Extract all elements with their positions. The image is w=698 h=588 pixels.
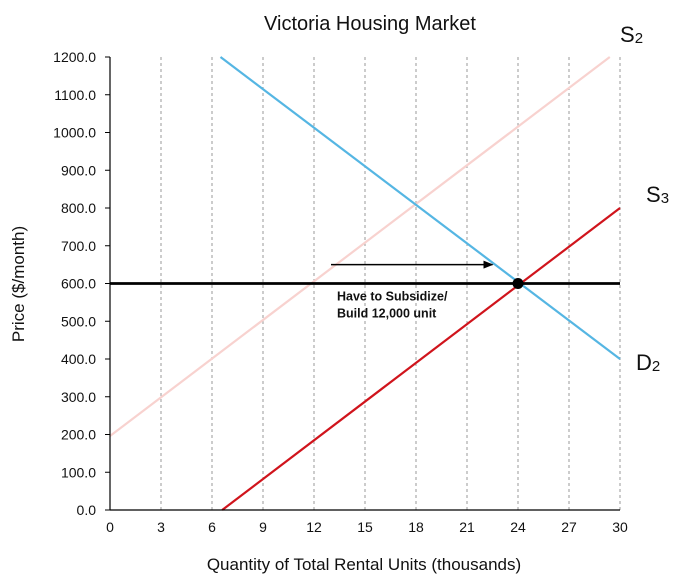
y-tick-labels: 0.0 100.0 200.0 300.0 400.0 500.0 600.0 700.0 80…: [53, 49, 110, 518]
y-tick-label: 300.0: [61, 389, 96, 405]
y-tick-label: 100.0: [61, 464, 96, 480]
x-tick-label: 30: [612, 519, 628, 535]
y-tick-label: 1200.0: [53, 49, 96, 65]
y-axis-label: Price ($/month): [9, 226, 28, 342]
x-tick-label: 21: [459, 519, 475, 535]
curve-d2: [219, 56, 621, 360]
x-tick-label: 9: [259, 519, 267, 535]
y-tick-label: 1000.0: [53, 125, 96, 141]
x-tick-labels: 0 3 6 9 12 15 18 21 24 27 30: [106, 519, 628, 535]
curve-s3: [221, 207, 621, 511]
y-tick-label: 400.0: [61, 351, 96, 367]
annotation-line-2: Build 12,000 unit: [337, 307, 437, 321]
y-tick-label: 900.0: [61, 162, 96, 178]
y-tick-label: 0.0: [77, 502, 97, 518]
curve-label-s3: S3: [646, 182, 669, 207]
curve-labels: S2 D2 S3: [620, 22, 669, 375]
y-tick-label: 500.0: [61, 313, 96, 329]
curve-s2: [109, 56, 611, 437]
chart-title: Victoria Housing Market: [264, 13, 476, 35]
x-axis-label: Quantity of Total Rental Units (thousand…: [207, 555, 521, 574]
curve-label-s2: S2: [620, 22, 643, 47]
x-tick-label: 0: [106, 519, 114, 535]
annotation-line-1: Have to Subsidize/: [337, 290, 448, 304]
y-tick-label: 800.0: [61, 200, 96, 216]
x-tick-label: 24: [510, 519, 526, 535]
equilibrium-point: [512, 278, 524, 289]
y-tick-label: 700.0: [61, 238, 96, 254]
x-tick-label: 6: [208, 519, 216, 535]
x-tick-label: 15: [357, 519, 373, 535]
curve-label-d2: D2: [636, 350, 660, 375]
y-tick-label: 200.0: [61, 427, 96, 443]
y-tick-label: 1100.0: [54, 87, 96, 103]
y-tick-label: 600.0: [61, 276, 96, 292]
x-tick-label: 3: [157, 519, 165, 535]
x-tick-label: 18: [408, 519, 424, 535]
x-tick-label: 27: [561, 519, 577, 535]
x-tick-label: 12: [306, 519, 322, 535]
curves: [109, 56, 621, 511]
